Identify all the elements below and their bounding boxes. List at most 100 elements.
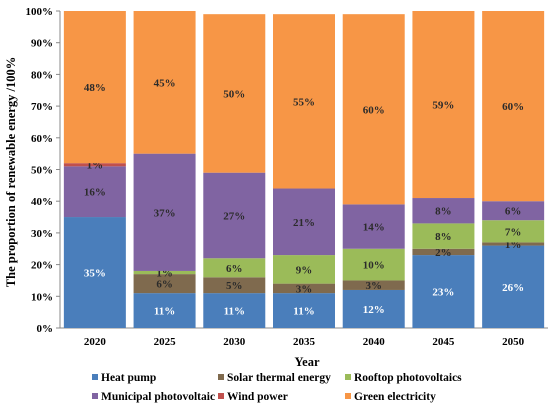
- y-tick-label: 90%: [31, 38, 53, 50]
- data-label: 37%: [154, 207, 176, 219]
- x-tick-label: 2045: [432, 336, 455, 348]
- data-label: 7%: [505, 226, 522, 238]
- bar-segment: [342, 204, 405, 249]
- y-tick-label: 60%: [31, 133, 53, 145]
- bar-segment: [482, 245, 545, 328]
- bar-segment: [482, 242, 545, 246]
- data-label: 26%: [502, 282, 524, 294]
- bar-segment: [412, 11, 475, 199]
- x-tick-label: 2050: [502, 336, 525, 348]
- legend-swatch: [218, 393, 224, 399]
- plot-area: 0% 10% 20% 30% 40% 50% 60% 70% 80% 90% 100% 35% 16% 1…: [26, 6, 548, 348]
- data-label: 35%: [84, 268, 106, 280]
- bar-segment: [203, 172, 266, 259]
- x-tick-label: 2025: [154, 336, 177, 348]
- bar-segment: [482, 201, 545, 221]
- bar-segment: [273, 188, 335, 256]
- legend-swatch: [92, 374, 98, 380]
- legend-swatch: [92, 393, 98, 399]
- data-label: 12%: [363, 304, 385, 316]
- legend-label: Wind power: [227, 391, 288, 403]
- y-tick-label: 0%: [37, 323, 54, 335]
- legend-label: Heat pump: [101, 372, 156, 384]
- y-tick-label: 50%: [31, 165, 53, 177]
- y-tick-label: 100%: [26, 6, 54, 18]
- y-tick-label: 30%: [31, 228, 53, 240]
- data-label: 3%: [296, 283, 313, 295]
- bar-segment: [273, 14, 335, 189]
- data-label: 16%: [84, 187, 106, 199]
- bar-segment: [133, 293, 196, 328]
- x-tick-label: 2030: [223, 336, 246, 348]
- data-label: 9%: [296, 264, 313, 276]
- bar-segment: [133, 153, 196, 271]
- data-label: 5%: [226, 280, 243, 292]
- bar-segment: [203, 277, 266, 294]
- x-tick-label: 2040: [363, 336, 386, 348]
- y-tick-label: 80%: [31, 69, 53, 81]
- legend: Heat pump Solar thermal energy Rooftop pho…: [92, 372, 462, 403]
- x-tick-label: 2035: [293, 336, 316, 348]
- bar-segment: [133, 274, 196, 294]
- data-label: 27%: [223, 210, 245, 222]
- bar-segment: [412, 198, 475, 224]
- data-label: 6%: [226, 263, 243, 275]
- y-axis-title: The proportion of renewable energy /100%: [4, 57, 18, 287]
- y-tick-label: 70%: [31, 101, 53, 113]
- bar-segment: [342, 248, 405, 281]
- bar-segment: [342, 289, 405, 328]
- data-label: 23%: [432, 287, 454, 299]
- bar-segment: [342, 280, 405, 290]
- bar-segment: [63, 11, 126, 164]
- bar-segment: [342, 14, 405, 205]
- bar-segment: [203, 258, 266, 278]
- data-label: 8%: [435, 206, 452, 218]
- data-label: 2%: [435, 247, 452, 259]
- data-label: 55%: [293, 96, 315, 108]
- bar-segment: [63, 166, 126, 218]
- data-label: 11%: [293, 306, 314, 318]
- data-label: 59%: [432, 100, 454, 112]
- legend-swatch: [345, 393, 351, 399]
- data-label: 50%: [223, 88, 245, 100]
- bar-segment: [273, 255, 335, 284]
- data-label: 48%: [84, 82, 106, 94]
- data-label: 45%: [154, 77, 176, 89]
- bar-segment: [63, 217, 126, 328]
- y-tick-label: 10%: [31, 291, 53, 303]
- bar-segment: [203, 293, 266, 328]
- legend-label: Municipal photovoltaic: [101, 391, 215, 403]
- bar-segment: [412, 248, 475, 256]
- bar-segment: [412, 223, 475, 249]
- legend-label: Rooftop photovoltaics: [354, 372, 462, 384]
- data-label: 6%: [156, 279, 173, 291]
- data-label: 11%: [154, 306, 175, 318]
- bar-segment: [133, 11, 196, 154]
- bar-segment: [412, 255, 475, 328]
- data-label: 6%: [505, 206, 522, 218]
- legend-swatch: [345, 374, 351, 380]
- bar-segment: [203, 14, 266, 173]
- y-tick-label: 40%: [31, 196, 53, 208]
- data-label: 60%: [502, 101, 524, 113]
- bar-segment: [273, 283, 335, 294]
- data-label: 11%: [224, 306, 245, 318]
- data-label: 10%: [363, 260, 385, 272]
- data-label: 60%: [363, 104, 385, 116]
- x-axis-title: Year: [295, 355, 320, 369]
- bar-segment: [273, 293, 335, 328]
- legend-label: Green electricity: [354, 391, 436, 403]
- legend-swatch: [218, 374, 224, 380]
- data-label: 3%: [365, 280, 382, 292]
- data-label: 8%: [435, 231, 452, 243]
- y-tick-label: 20%: [31, 260, 53, 272]
- legend-label: Solar thermal energy: [227, 372, 331, 384]
- bar-segment: [133, 270, 196, 275]
- bar-segment: [482, 11, 545, 202]
- data-label: 14%: [363, 222, 385, 234]
- x-tick-label: 2020: [84, 336, 107, 348]
- bar-segment: [63, 163, 126, 167]
- bar-segment: [482, 220, 545, 243]
